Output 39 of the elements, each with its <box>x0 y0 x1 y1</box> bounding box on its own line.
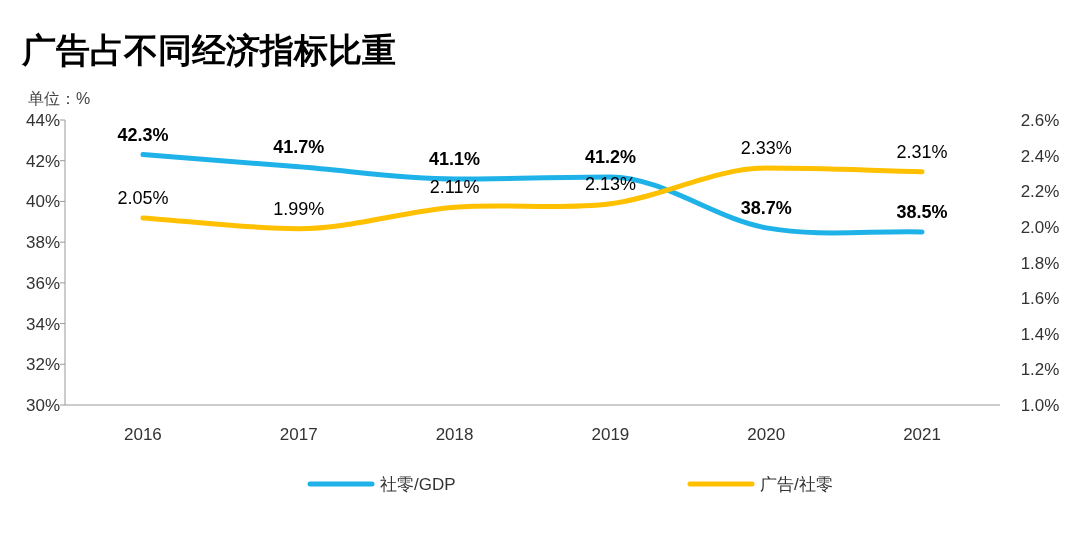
data-label: 38.5% <box>896 201 948 222</box>
data-label: 41.2% <box>584 147 636 167</box>
y2-tick-label: 2.0% <box>1020 217 1060 237</box>
data-label: 1.99% <box>273 198 325 219</box>
data-label: 2.31% <box>896 141 948 162</box>
y2-tick-label: 1.2% <box>1020 360 1060 380</box>
x-tick-label: 2020 <box>747 425 786 444</box>
y2-tick-label: 2.2% <box>1020 182 1060 202</box>
y2-tick-label: 1.6% <box>1020 289 1060 309</box>
y-tick-label: 38% <box>25 233 61 253</box>
y2-tick-label: 1.4% <box>1020 324 1060 344</box>
x-tick-label: 2016 <box>124 425 162 444</box>
y-tick-label: 34% <box>25 314 61 334</box>
data-label: 2.11% <box>429 177 480 198</box>
y-tick-label: 44% <box>25 111 61 130</box>
legend-label: 社零/GDP <box>380 475 456 494</box>
x-tick-label: 2018 <box>435 425 474 444</box>
data-label: 2.13% <box>584 173 636 194</box>
y-tick-label: 42% <box>25 151 61 171</box>
y-axis-title: 单位：% <box>28 90 91 107</box>
y2-tick-label: 2.4% <box>1020 146 1060 166</box>
data-label: 41.1% <box>429 149 481 170</box>
y-tick-label: 36% <box>25 273 61 293</box>
x-tick-label: 2021 <box>903 425 941 444</box>
x-tick-label: 2019 <box>591 425 630 444</box>
data-label: 42.3% <box>117 124 169 145</box>
data-label: 2.33% <box>740 138 792 159</box>
y2-tick-label: 1.8% <box>1020 253 1060 273</box>
x-tick-label: 2017 <box>279 425 318 444</box>
data-label: 2.05% <box>117 187 169 208</box>
y-tick-label: 30% <box>25 396 61 415</box>
y-tick-label: 40% <box>25 192 61 212</box>
data-label: 38.7% <box>740 197 792 218</box>
y2-tick-label: 2.6% <box>1020 111 1060 130</box>
y2-tick-label: 1.0% <box>1020 396 1060 415</box>
legend-label: 广告/社零 <box>760 475 833 494</box>
chart-title: 广告占不同经济指标比重 <box>21 31 396 69</box>
data-label: 41.7% <box>273 136 325 157</box>
y-tick-label: 32% <box>25 355 61 375</box>
